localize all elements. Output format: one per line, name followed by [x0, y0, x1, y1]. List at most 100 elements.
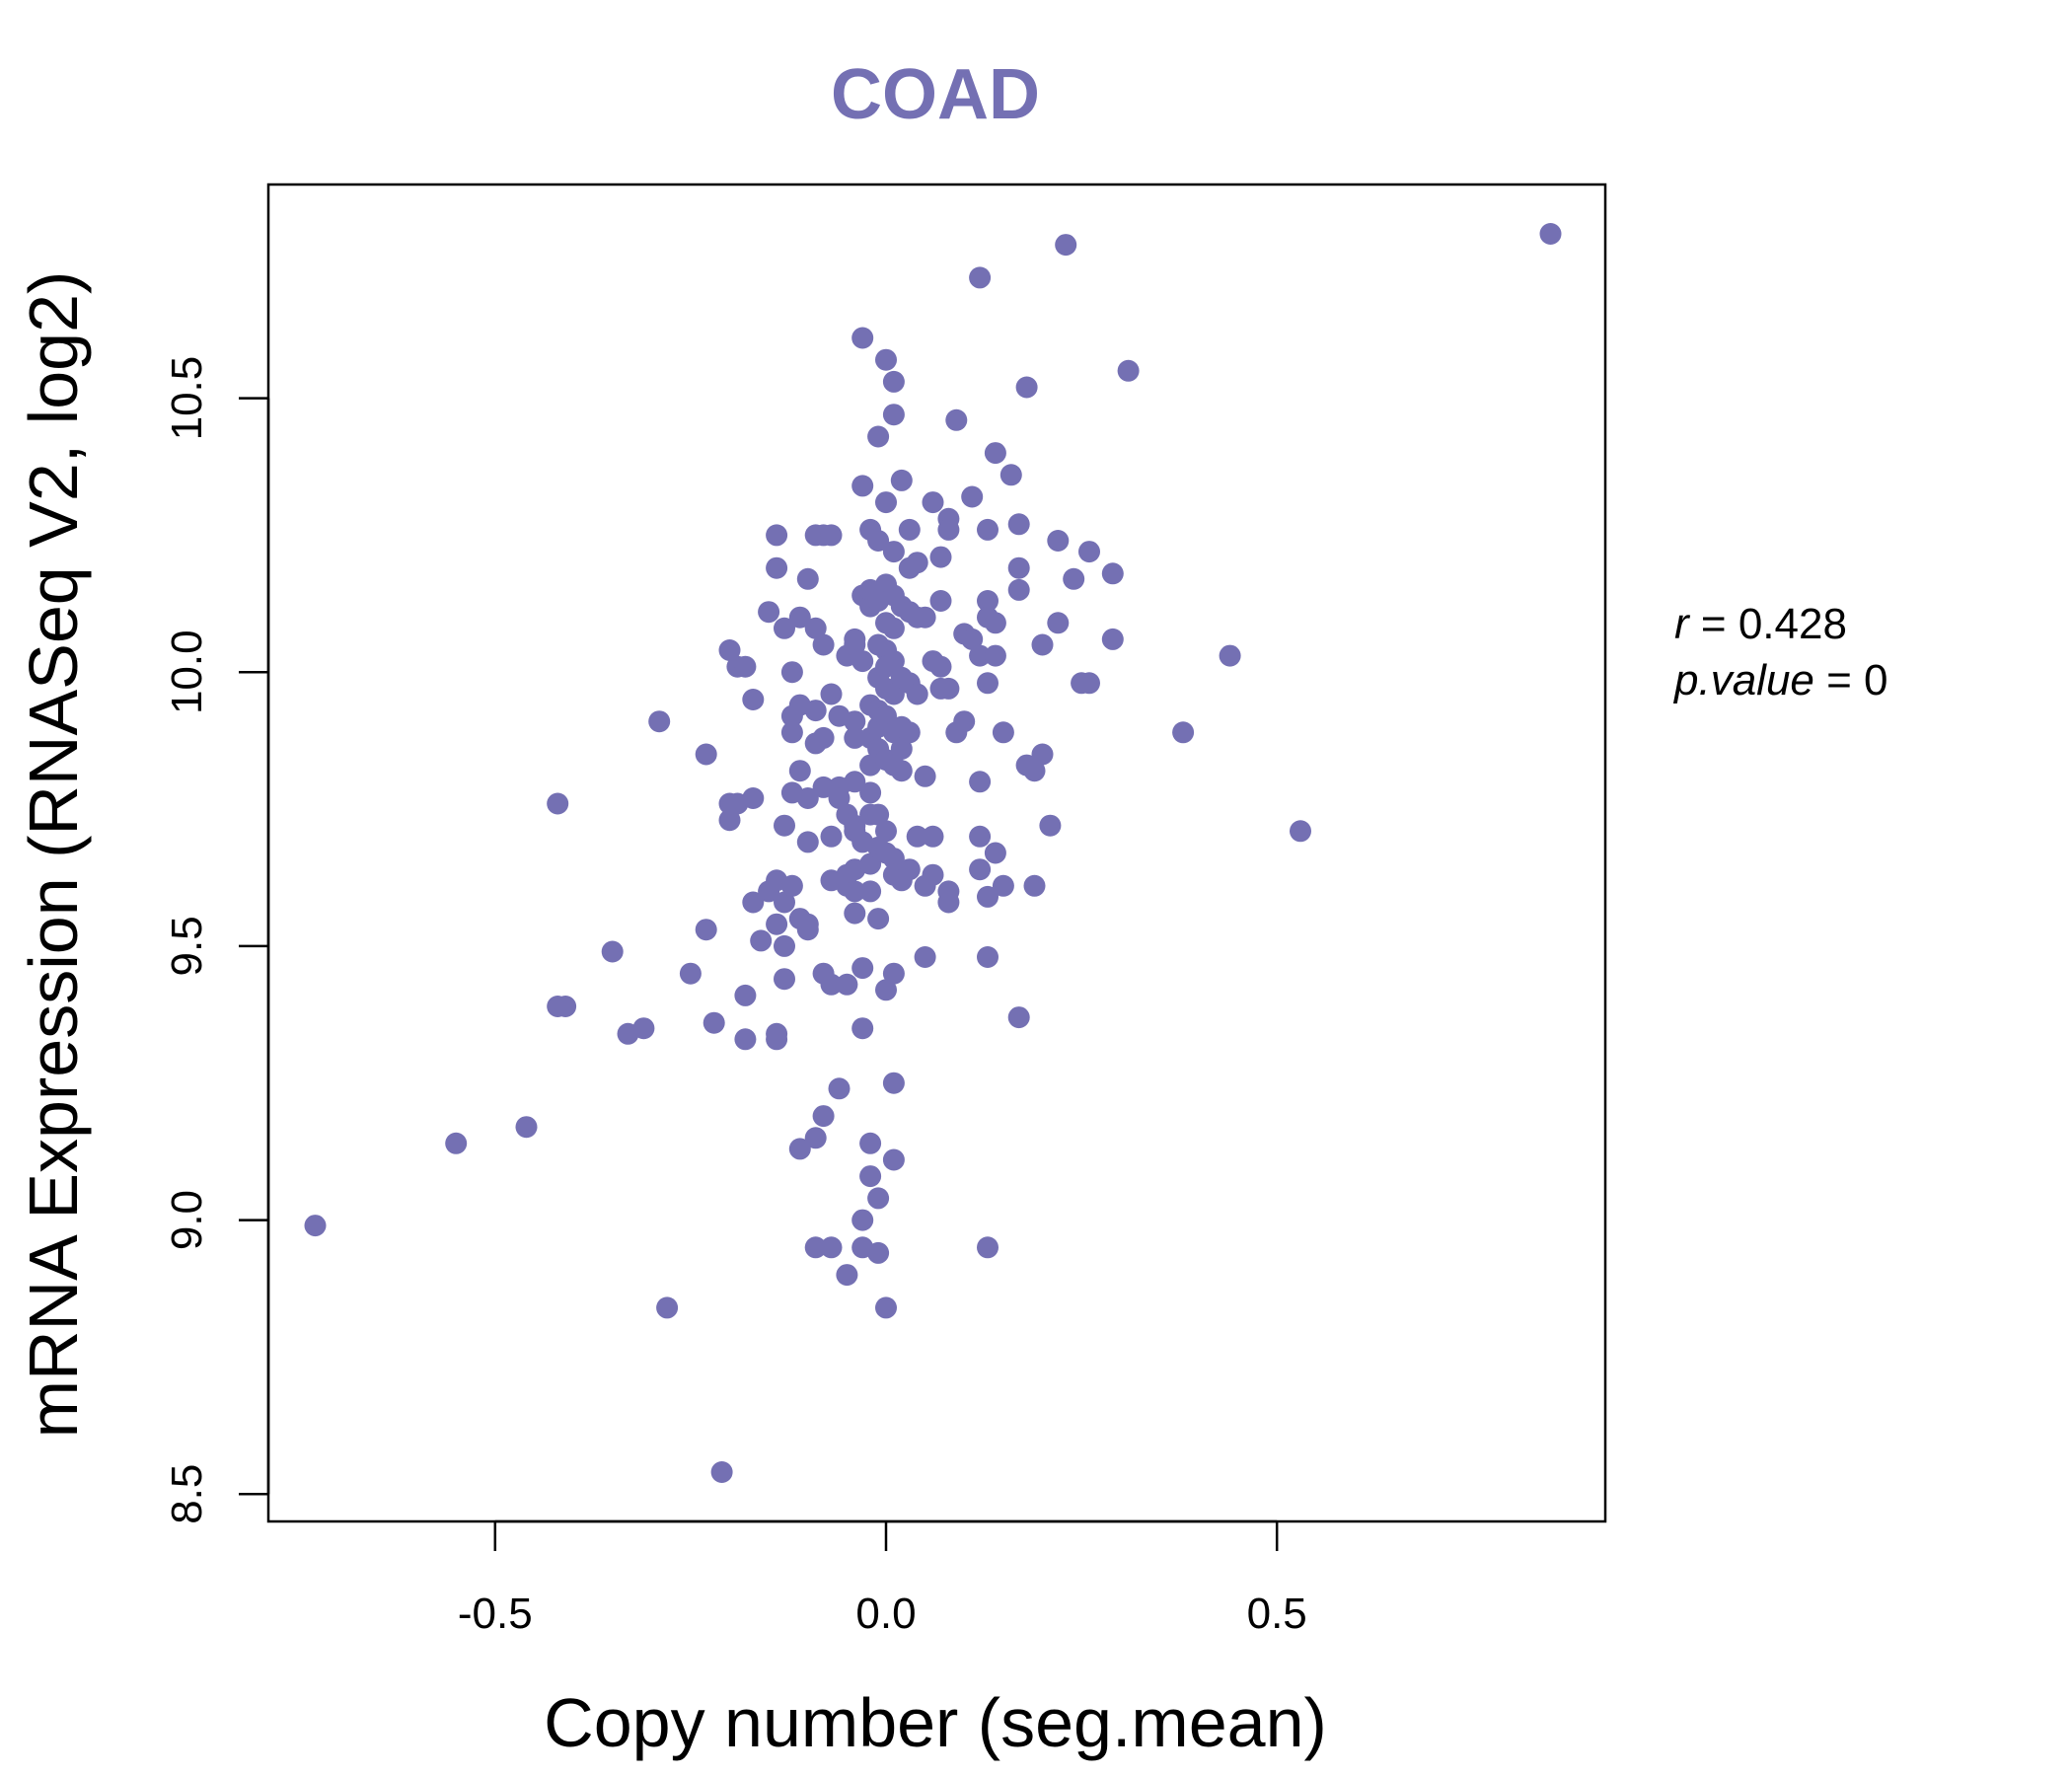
- r-label: r: [1674, 600, 1691, 648]
- data-point-115: [867, 425, 890, 448]
- data-point-225: [1047, 530, 1070, 552]
- y-tick-label: 8.5: [163, 1464, 211, 1524]
- data-point-37: [774, 891, 795, 914]
- data-point-66: [812, 776, 835, 798]
- data-point-204: [977, 885, 999, 908]
- data-point-211: [992, 721, 1014, 744]
- data-point-195: [969, 644, 992, 667]
- data-point-100: [851, 1209, 874, 1231]
- data-point-207: [984, 442, 1006, 465]
- data-point-94: [851, 327, 874, 349]
- data-point-220: [1023, 760, 1046, 782]
- data-point-194: [961, 628, 984, 650]
- data-point-219: [1015, 376, 1038, 399]
- data-point-36: [774, 617, 795, 639]
- data-points: [304, 223, 1562, 1483]
- data-point-214: [1007, 513, 1030, 536]
- data-point-217: [1007, 1006, 1030, 1029]
- p-equals: =: [1814, 656, 1864, 704]
- data-point-216: [1007, 578, 1030, 601]
- data-point-176: [922, 491, 944, 514]
- data-point-129: [875, 491, 897, 514]
- data-point-6: [601, 940, 624, 963]
- data-point-34: [766, 1028, 788, 1051]
- data-point-167: [898, 858, 921, 881]
- data-point-25: [742, 689, 765, 710]
- data-point-150: [882, 848, 905, 870]
- r-value: 0.428: [1739, 600, 1847, 648]
- data-point-226: [1047, 612, 1070, 634]
- data-point-137: [875, 820, 897, 843]
- y-axis: 8.5 9.0 9.5 10.0 10.5: [163, 356, 270, 1524]
- data-point-42: [780, 721, 803, 744]
- p-value-label: p.value: [1672, 656, 1814, 704]
- p-value: 0: [1864, 656, 1887, 704]
- data-point-179: [922, 863, 944, 886]
- data-point-200: [977, 518, 999, 541]
- data-point-31: [766, 556, 788, 579]
- data-point-65: [812, 726, 835, 749]
- data-point-10: [656, 1296, 679, 1319]
- data-point-127: [867, 1241, 890, 1264]
- x-axis: -0.5 0.0 0.5: [458, 1519, 1307, 1638]
- data-point-88: [844, 771, 866, 793]
- data-point-51: [796, 567, 819, 590]
- data-point-39: [774, 814, 795, 837]
- data-point-28: [758, 601, 780, 624]
- data-point-125: [867, 908, 890, 930]
- data-point-223: [1031, 743, 1054, 766]
- data-point-236: [1219, 644, 1241, 667]
- data-point-30: [766, 524, 788, 547]
- data-point-185: [937, 518, 960, 541]
- data-point-15: [710, 1461, 733, 1483]
- x-axis-label: Copy number (seg.mean): [544, 1684, 1327, 1761]
- data-point-159: [890, 738, 913, 760]
- plot-frame: [266, 183, 1607, 1523]
- data-point-68: [820, 524, 843, 547]
- data-point-72: [820, 973, 843, 996]
- data-point-99: [851, 1017, 874, 1040]
- data-point-228: [1063, 567, 1085, 590]
- data-point-26: [742, 891, 765, 914]
- data-point-196: [969, 266, 992, 289]
- data-point-201: [977, 590, 999, 612]
- data-point-192: [953, 710, 976, 733]
- data-point-3: [547, 792, 569, 815]
- y-axis-label: mRNA Expression (RNASeq V2, log2): [15, 271, 92, 1439]
- data-point-139: [875, 979, 897, 1001]
- y-tick-label: 10.0: [163, 629, 211, 714]
- p-value-statistic: p.value = 0: [1672, 656, 1888, 704]
- data-point-52: [796, 787, 819, 809]
- data-point-213: [999, 464, 1022, 486]
- data-point-0: [304, 1215, 327, 1237]
- data-point-168: [906, 552, 928, 574]
- data-point-67: [812, 1105, 835, 1128]
- r-equals: =: [1689, 600, 1739, 648]
- data-point-172: [914, 606, 936, 629]
- chart-title: COAD: [831, 55, 1040, 134]
- data-point-46: [788, 1138, 811, 1160]
- data-point-54: [796, 913, 819, 935]
- data-point-143: [882, 541, 905, 563]
- data-point-181: [929, 590, 952, 612]
- data-point-235: [1172, 721, 1195, 744]
- data-point-141: [882, 370, 905, 393]
- data-point-91: [844, 880, 866, 903]
- data-point-97: [851, 650, 874, 673]
- data-point-23: [734, 1028, 757, 1051]
- r-statistic: r = 0.428: [1674, 600, 1847, 648]
- data-point-76: [828, 787, 851, 809]
- data-point-44: [780, 661, 803, 684]
- data-point-224: [1039, 814, 1062, 837]
- data-point-95: [851, 475, 874, 497]
- data-point-47: [788, 606, 811, 629]
- data-point-12: [695, 919, 717, 941]
- data-point-152: [882, 962, 905, 985]
- data-point-14: [703, 1011, 725, 1034]
- y-tick-label: 9.0: [163, 1190, 211, 1250]
- x-tick-label: -0.5: [458, 1590, 533, 1638]
- data-point-98: [851, 957, 874, 980]
- data-point-64: [812, 633, 835, 656]
- data-point-170: [906, 683, 928, 705]
